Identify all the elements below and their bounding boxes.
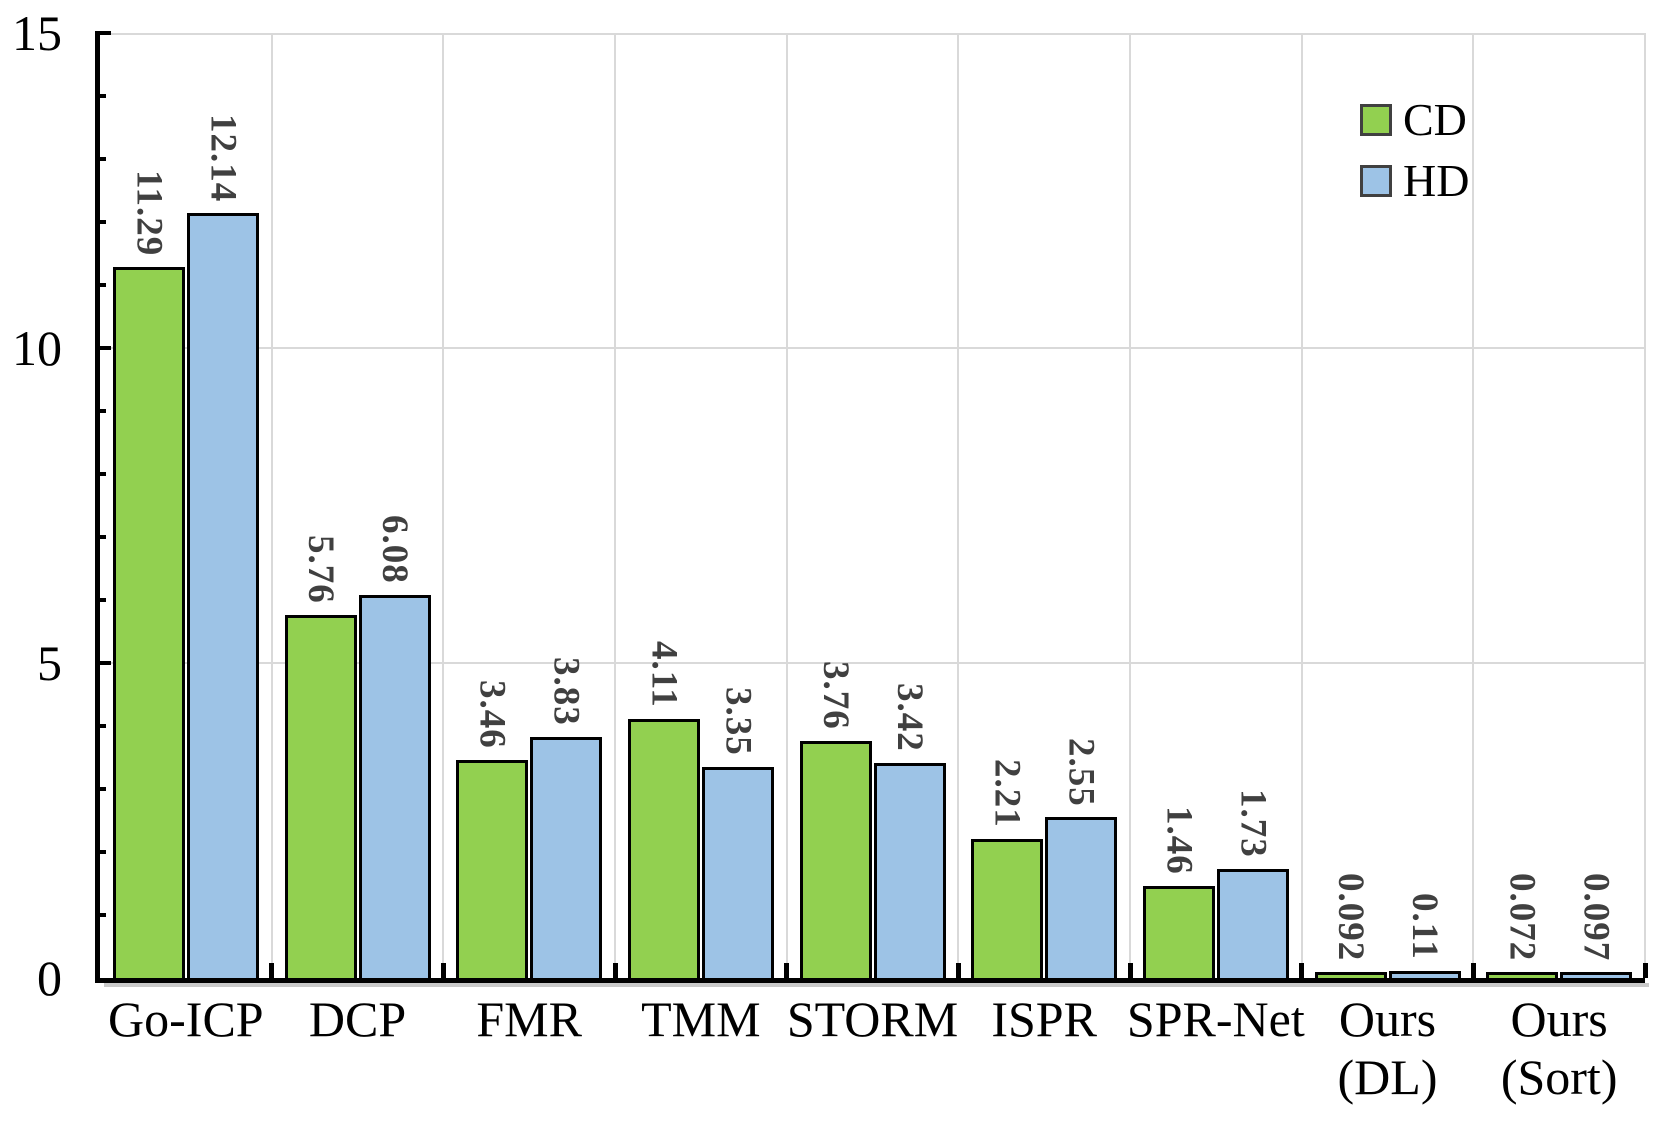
legend-label-cd: CD	[1403, 94, 1467, 145]
bar-cd	[971, 838, 1044, 978]
y-axis-minor-tick	[95, 94, 106, 98]
bar-hd	[530, 736, 603, 978]
gridline-vertical	[1129, 33, 1131, 978]
bar-cd	[627, 719, 700, 978]
x-category-label: STORM	[786, 991, 959, 1047]
x-category-label: ISPR	[991, 991, 1097, 1047]
gridline-horizontal	[100, 347, 1645, 349]
gridline-vertical	[1300, 33, 1303, 978]
bar-value-label: 3.46	[471, 680, 513, 750]
bar-cd	[112, 266, 185, 978]
x-category-label: DCP	[308, 991, 407, 1047]
legend-item-hd: HD	[1360, 155, 1469, 207]
gridline-vertical	[1644, 33, 1646, 978]
bar-value-label: 12.14	[202, 113, 244, 203]
bar-hd	[1388, 971, 1461, 978]
x-axis-tick	[269, 963, 275, 978]
legend-label-hd: HD	[1403, 155, 1470, 206]
x-axis-tick	[784, 963, 790, 978]
bar-value-label: 3.35	[717, 687, 759, 756]
bar-value-label: 1.73	[1232, 789, 1274, 859]
x-category-label: FMR	[476, 991, 582, 1047]
bar-cd	[799, 741, 872, 978]
bar-value-label: 0.11	[1404, 893, 1445, 961]
gridline-vertical	[957, 33, 960, 978]
x-category-label: SPR-Net	[1126, 991, 1305, 1047]
y-axis-minor-tick	[95, 157, 106, 161]
bar-cd	[1486, 972, 1559, 978]
bar-hd	[1216, 869, 1289, 978]
gridline-vertical	[785, 33, 788, 978]
y-tick-label-10: 10	[12, 320, 62, 376]
y-axis-major-tick	[95, 31, 111, 35]
plot-area: 11.29 12.14 5.76 6.08 3.46 3.83 4.11 3.35 3.76 3.…	[95, 31, 1648, 983]
y-axis-minor-tick	[95, 283, 106, 287]
bar-value-label: 3.76	[815, 661, 856, 731]
y-tick-label-15: 15	[12, 5, 62, 61]
bar-value-label: 3.83	[545, 656, 587, 726]
y-tick-label-5: 5	[37, 635, 62, 691]
legend: CD HD	[1360, 94, 1469, 216]
x-axis-tick	[1642, 963, 1648, 978]
bar-value-label: 5.76	[300, 535, 341, 605]
y-axis-minor-tick	[95, 913, 106, 917]
bar-hd	[358, 594, 431, 978]
gridline-vertical	[1472, 33, 1475, 978]
bar-cd	[1314, 972, 1387, 978]
bar-cd	[1142, 886, 1215, 978]
bar-value-label: 2.21	[986, 759, 1028, 828]
bar-value-label: 4.11	[643, 641, 685, 709]
bar-hd	[1560, 971, 1633, 978]
bar-value-label: 0.097	[1575, 872, 1617, 961]
y-axis-major-tick	[95, 661, 111, 665]
y-axis-minor-tick	[95, 598, 106, 602]
bar-value-label: 0.092	[1330, 872, 1371, 961]
gridline-vertical	[614, 33, 616, 978]
x-axis-tick	[612, 963, 618, 978]
x-category-label: Ours (DL)	[1337, 991, 1438, 1105]
bar-value-label: 0.072	[1501, 872, 1543, 961]
x-axis-tick	[955, 963, 961, 978]
legend-item-cd: CD	[1360, 94, 1469, 146]
y-axis-minor-tick	[95, 472, 106, 476]
bar-hd	[701, 766, 774, 978]
gridline-horizontal	[100, 662, 1645, 664]
y-axis-minor-tick	[95, 535, 106, 539]
gridline-vertical	[442, 33, 445, 978]
x-axis-tick	[1299, 963, 1305, 978]
bar-hd	[1045, 817, 1118, 978]
bar-hd	[186, 213, 259, 978]
y-axis-minor-tick	[95, 724, 106, 728]
y-axis-minor-tick	[95, 409, 106, 413]
legend-swatch-hd	[1360, 165, 1392, 197]
bar-hd	[873, 762, 946, 978]
bar-cd	[284, 615, 357, 978]
y-axis-minor-tick	[95, 850, 106, 854]
bar-value-label: 11.29	[128, 169, 170, 256]
x-axis-tick	[440, 963, 446, 978]
legend-swatch-cd	[1360, 104, 1392, 136]
x-axis-shadow	[104, 983, 1649, 987]
x-category-label: TMM	[641, 991, 761, 1047]
y-tick-label-0: 0	[37, 950, 62, 1006]
gridline-horizontal	[100, 33, 1645, 35]
x-axis-tick	[1470, 963, 1476, 978]
bar-value-label: 6.08	[374, 515, 415, 584]
y-axis-minor-tick	[95, 220, 106, 224]
y-axis-major-tick	[95, 346, 111, 350]
x-category-label: Ours (Sort)	[1500, 991, 1618, 1105]
x-axis-tick	[1127, 963, 1133, 978]
y-axis-minor-tick	[95, 787, 106, 791]
bar-value-label: 1.46	[1158, 806, 1200, 876]
gridline-vertical	[270, 33, 273, 978]
bar-cd	[456, 760, 529, 978]
bar-value-label: 2.55	[1060, 737, 1102, 807]
bar-value-label: 3.42	[889, 682, 930, 752]
x-category-label: Go-ICP	[108, 991, 264, 1047]
